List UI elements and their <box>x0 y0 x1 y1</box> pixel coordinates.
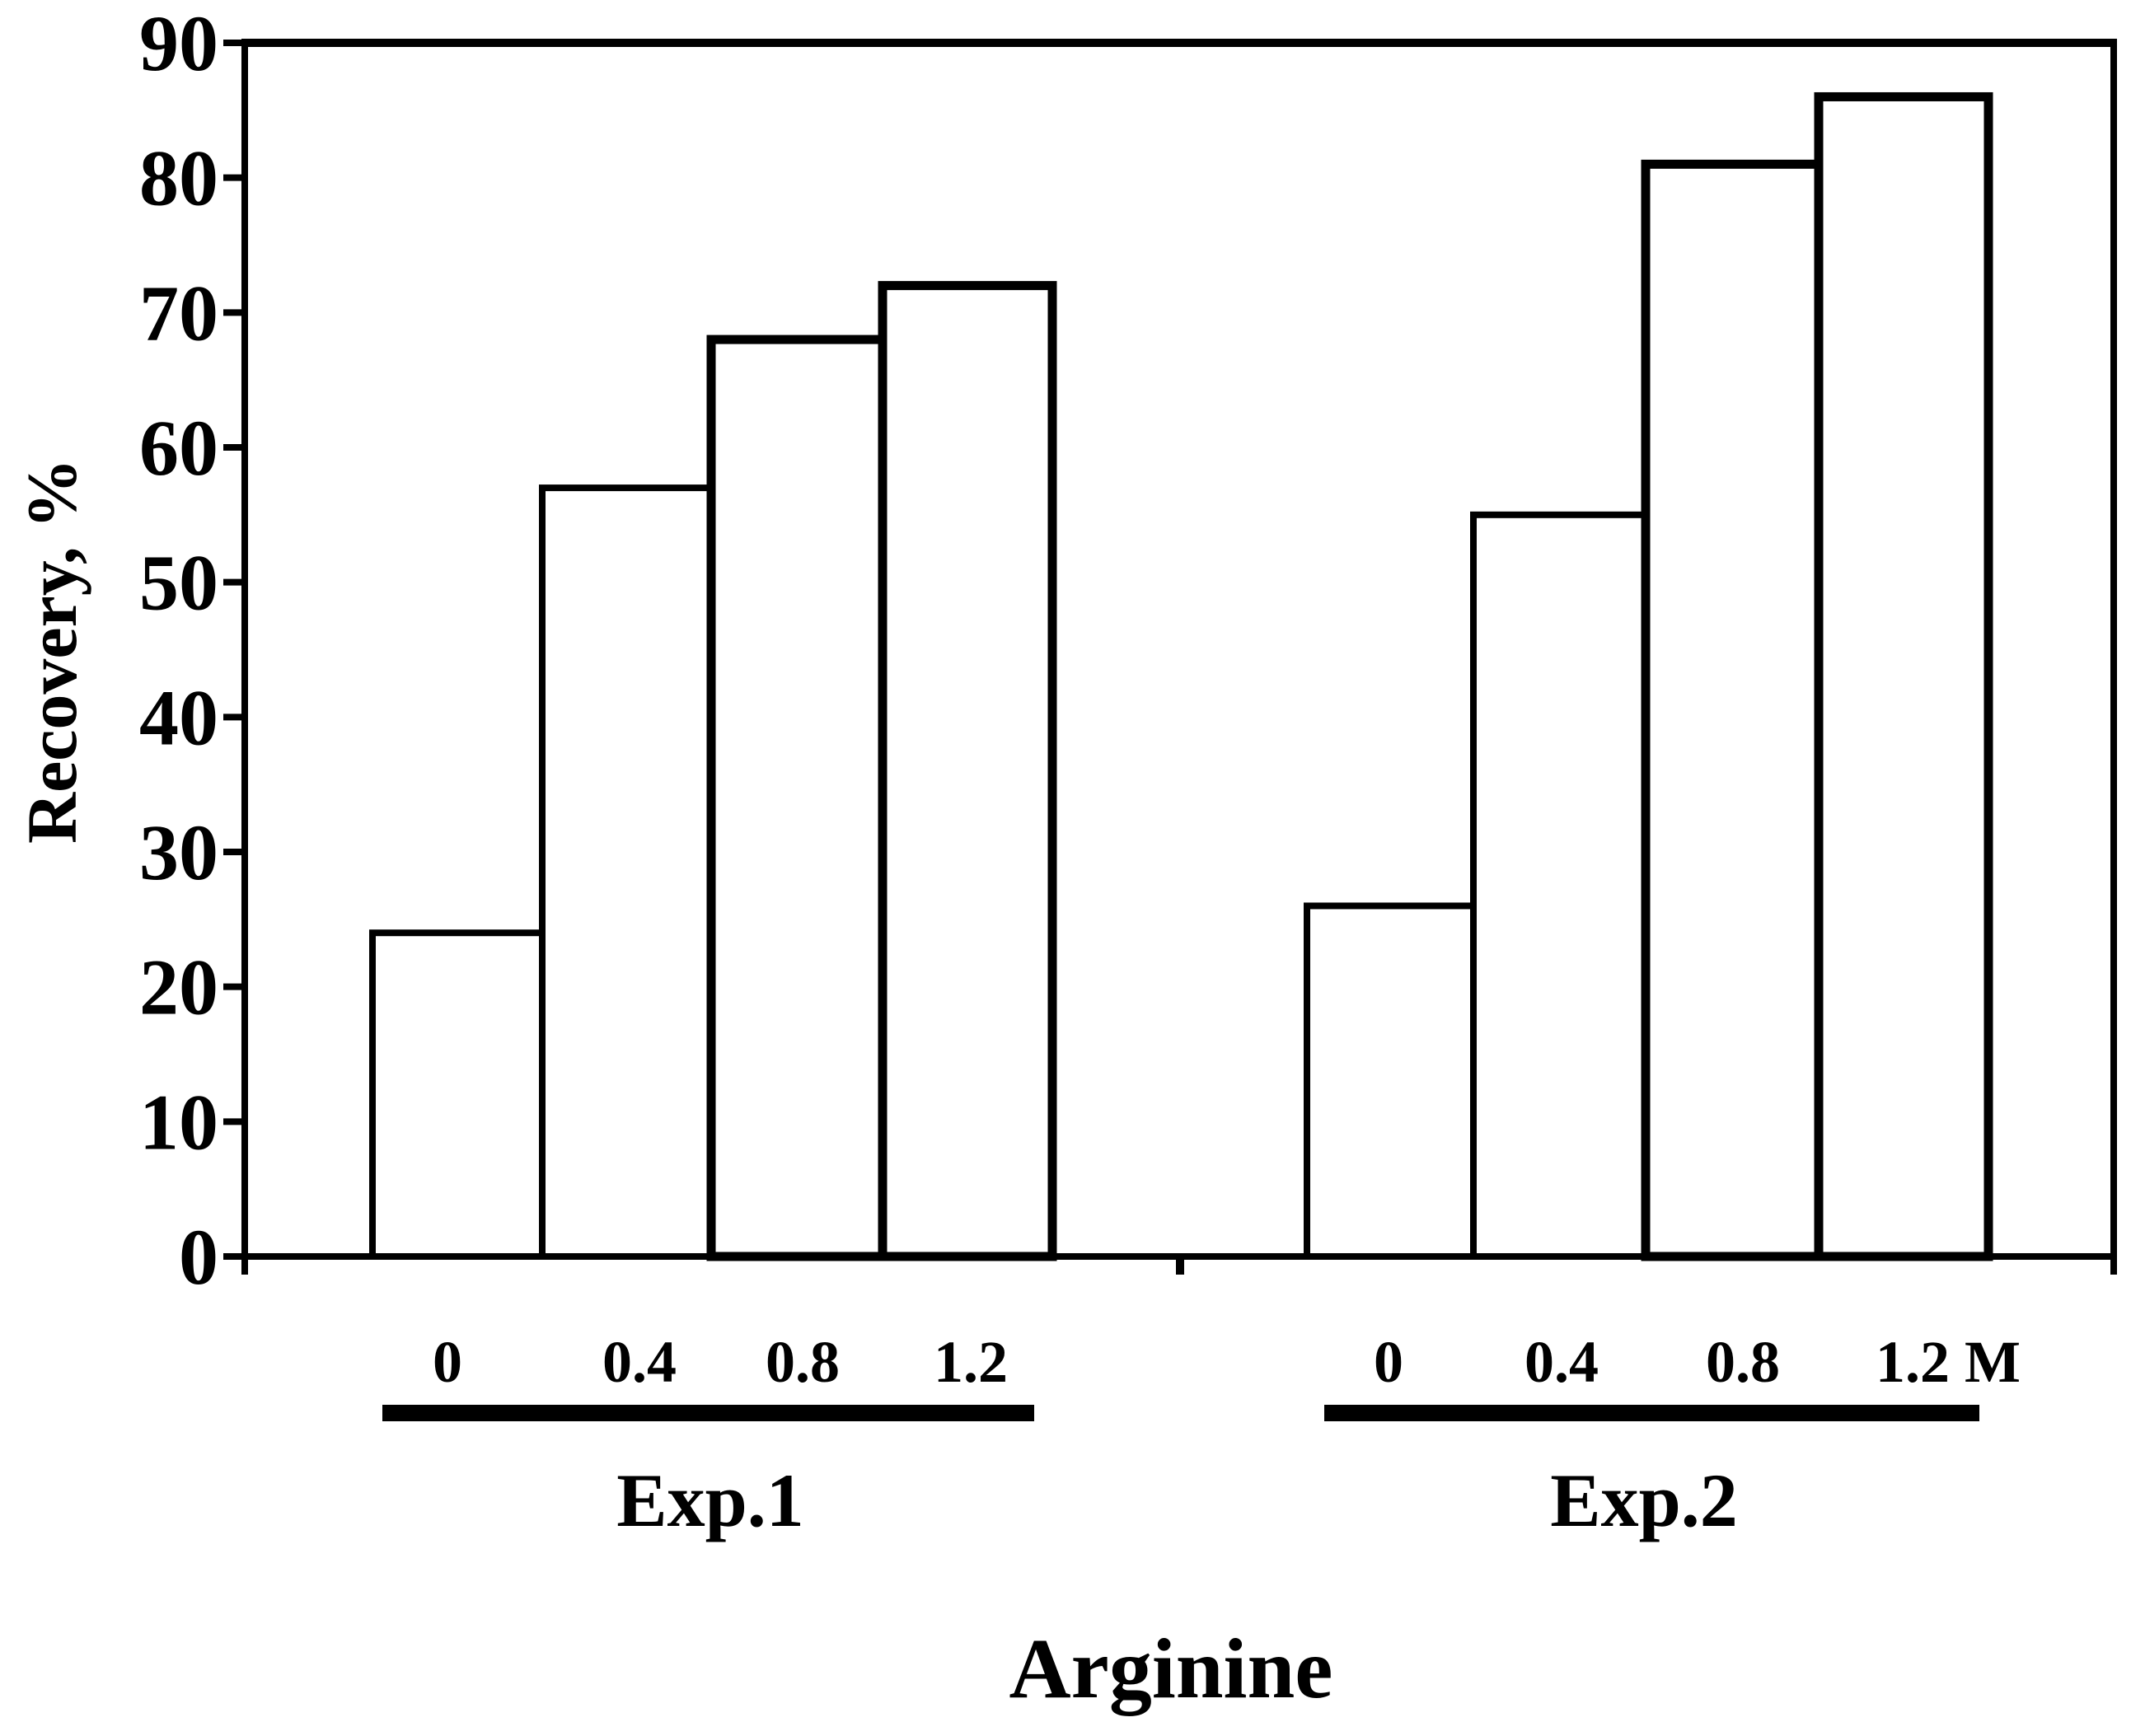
bar-exp1-0 <box>369 929 546 1260</box>
bar-exp2-04 <box>1470 511 1649 1260</box>
x-tick-label: 1.2 <box>934 1329 1008 1395</box>
y-tick-label: 40 <box>139 673 218 761</box>
bar-exp2-08 <box>1641 159 1824 1261</box>
bar-exp1-04 <box>539 484 714 1260</box>
y-axis-ticks: 0 10 20 30 40 50 60 70 80 90 <box>139 0 248 1301</box>
y-tick-label: 60 <box>139 404 218 492</box>
bars <box>369 91 1993 1261</box>
y-tick-label: 70 <box>139 269 218 357</box>
group-bar-exp2 <box>1324 1405 1979 1421</box>
group-bar-exp1 <box>382 1405 1034 1421</box>
y-tick-label: 90 <box>139 0 218 87</box>
y-tick-label: 0 <box>179 1213 218 1301</box>
x-tick-label: 0.8 <box>1706 1329 1780 1395</box>
group-label-exp2: Exp.2 <box>1550 1458 1738 1542</box>
y-tick-label: 50 <box>139 539 218 627</box>
bar-exp2-0 <box>1304 902 1477 1260</box>
x-tick-label: 0.8 <box>766 1329 840 1395</box>
bar-exp1-08 <box>706 335 888 1261</box>
x-tick-label: 1.2 M <box>1876 1329 2021 1395</box>
x-tick-label: 0 <box>1374 1329 1403 1395</box>
y-tick-label: 10 <box>139 1078 218 1166</box>
bar-exp1-12 <box>878 281 1057 1261</box>
x-tick-label: 0.4 <box>1524 1329 1599 1395</box>
bar-exp2-12M <box>1814 91 1993 1261</box>
group-label-exp1: Exp.1 <box>616 1458 804 1542</box>
y-tick-label: 30 <box>139 808 218 896</box>
x-tick-label: 0.4 <box>602 1329 677 1395</box>
x-tick-labels: 0 0.4 0.8 1.2 0 0.4 0.8 1.2 M <box>433 1329 2021 1395</box>
x-tick-label: 0 <box>433 1329 462 1395</box>
x-axis-title: Arginine <box>1009 1621 1333 1716</box>
y-axis-label: Recovery, % <box>12 458 91 844</box>
y-tick-label: 20 <box>139 943 218 1032</box>
y-tick-label: 80 <box>139 134 218 222</box>
